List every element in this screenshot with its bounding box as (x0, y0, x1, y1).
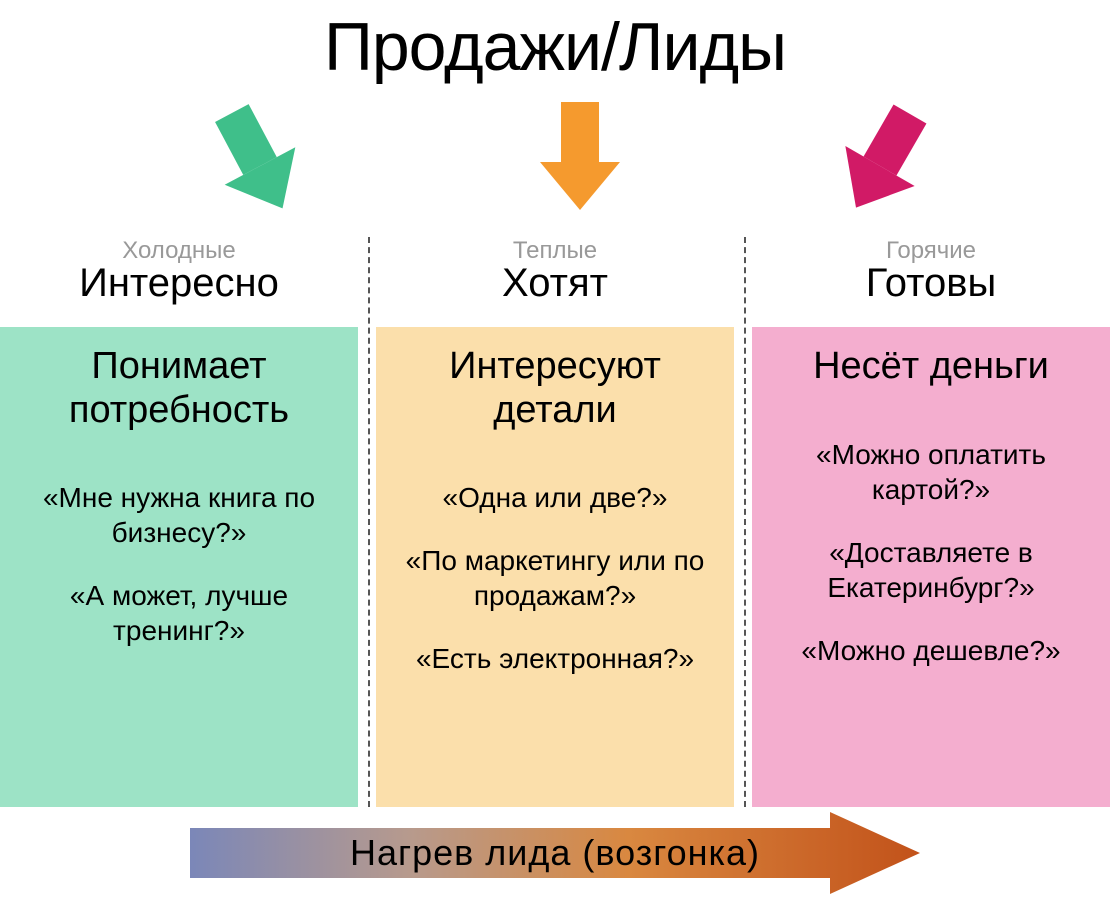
bottom-gradient-arrow: Нагрев лида (возгонка) (190, 812, 920, 894)
bottom-arrow-label: Нагрев лида (возгонка) (190, 832, 920, 874)
panel-quote: «Есть электронная?» (390, 641, 720, 676)
column-header-cold: Холодные Интересно (0, 237, 358, 306)
panel-quote: «А может, лучше тренинг?» (14, 578, 344, 648)
arrow-down-warm (540, 102, 620, 222)
column-header-hot: Горячие Готовы (752, 237, 1110, 306)
panel-cold: Понимает потребность «Мне нужна книга по… (0, 327, 358, 807)
column-header-warm: Теплые Хотят (376, 237, 734, 306)
panel-quote: «Мне нужна книга по бизнесу?» (14, 480, 344, 550)
column-big-label: Интересно (0, 261, 358, 306)
panel-quote: «Можно дешевле?» (766, 633, 1096, 668)
main-title: Продажи/Лиды (0, 8, 1110, 86)
column-big-label: Готовы (752, 261, 1110, 306)
column-divider (744, 237, 746, 807)
panel-warm: Интересуют детали «Одна или две?» «По ма… (376, 327, 734, 807)
panel-headline: Интересуют детали (390, 345, 720, 432)
panel-quote: «По маркетингу или по продажам?» (390, 543, 720, 613)
panel-quote: «Одна или две?» (390, 480, 720, 515)
infographic-root: Продажи/Лиды Холодные Интересно Теплые Х… (0, 0, 1110, 914)
column-divider (368, 237, 370, 807)
panel-headline: Понимает потребность (14, 345, 344, 432)
column-big-label: Хотят (376, 261, 734, 306)
panel-hot: Несёт деньги «Можно оплатить картой?» «Д… (752, 327, 1110, 807)
arrow-down-cold (197, 94, 324, 238)
arrow-down-hot (815, 94, 944, 238)
panel-quote: «Можно оплатить картой?» (766, 437, 1096, 507)
panel-quote: «Доставляете в Екатеринбург?» (766, 535, 1096, 605)
panel-headline: Несёт деньги (766, 345, 1096, 389)
